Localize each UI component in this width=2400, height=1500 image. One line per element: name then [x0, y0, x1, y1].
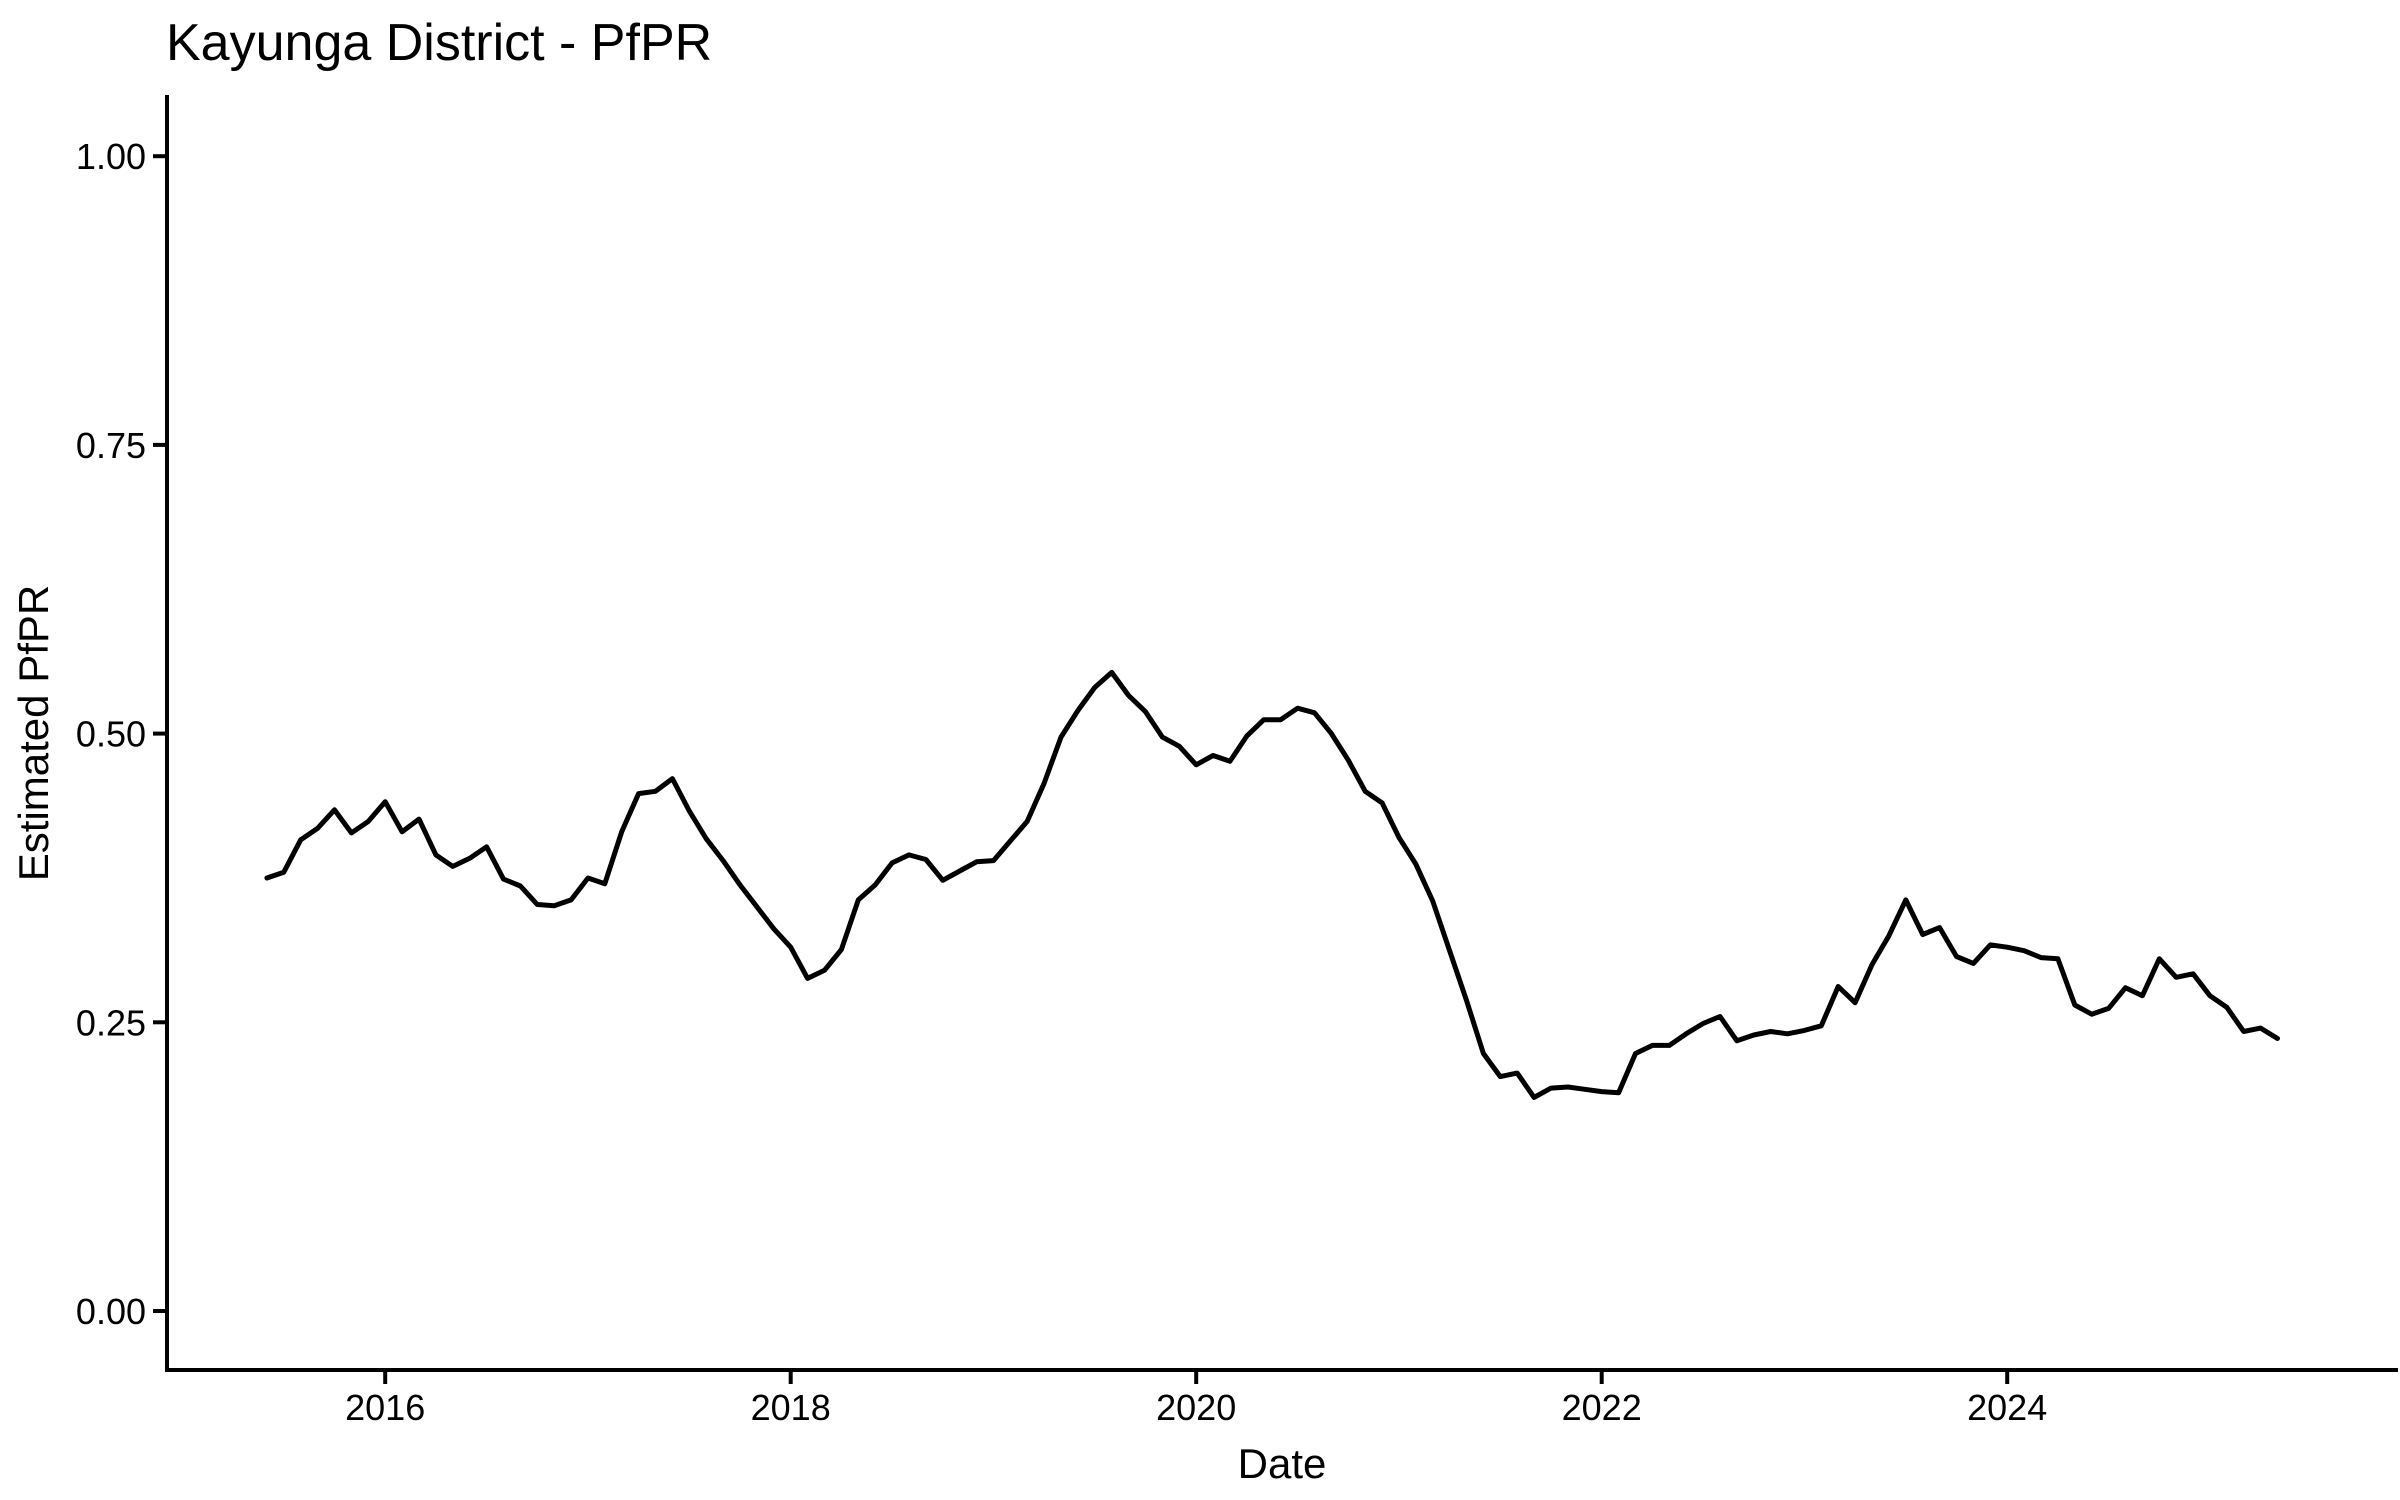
y-tick-label: 1.00	[76, 136, 146, 177]
y-tick-label: 0.75	[76, 425, 146, 466]
x-axis-title: Date	[1238, 1440, 1327, 1487]
x-tick-label: 2016	[345, 1387, 425, 1428]
chart-title: Kayunga District - PfPR	[166, 14, 712, 72]
x-axis-ticks: 2016 2018 2020 2022 2024	[345, 1370, 2047, 1428]
y-tick-label: 0.50	[76, 714, 146, 755]
x-tick-label: 2024	[1967, 1387, 2047, 1428]
y-tick-label: 0.25	[76, 1002, 146, 1043]
y-axis-ticks: 0.00 0.25 0.50 0.75 1.00	[76, 136, 167, 1332]
x-tick-label: 2020	[1156, 1387, 1236, 1428]
y-tick-label: 0.00	[76, 1291, 146, 1332]
x-tick-label: 2022	[1562, 1387, 1642, 1428]
pfpr-estimate-line	[264, 669, 2280, 1100]
x-tick-label: 2018	[751, 1387, 831, 1428]
y-axis-title: Estimated PfPR	[10, 585, 57, 881]
